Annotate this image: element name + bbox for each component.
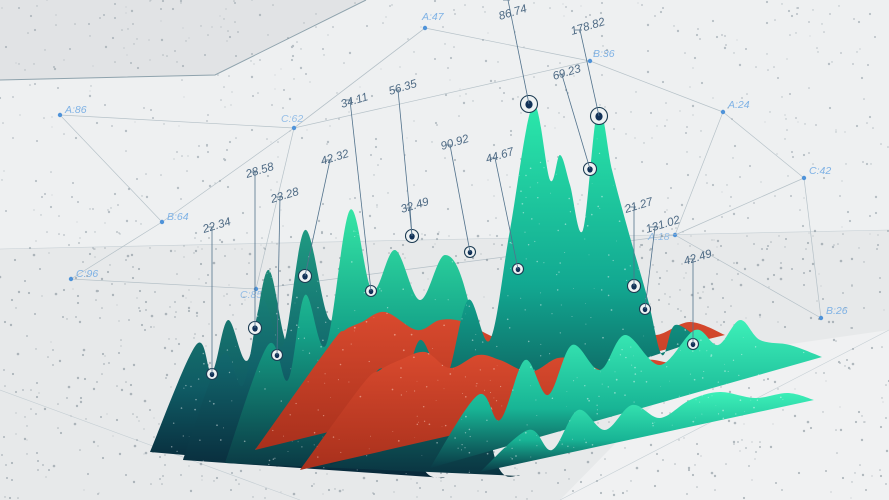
svg-text:C:85: C:85 bbox=[240, 289, 262, 301]
svg-text:C:42: C:42 bbox=[809, 165, 831, 177]
svg-text:B:26: B:26 bbox=[826, 305, 848, 317]
svg-text:C:62: C:62 bbox=[281, 113, 303, 125]
svg-text:B:64: B:64 bbox=[167, 211, 189, 223]
svg-text:B:36: B:36 bbox=[593, 48, 615, 60]
svg-text:A:24: A:24 bbox=[727, 99, 750, 111]
svg-text:A:86: A:86 bbox=[64, 104, 87, 116]
svg-text:A:47: A:47 bbox=[421, 11, 445, 23]
svg-text:C:96: C:96 bbox=[76, 268, 98, 280]
